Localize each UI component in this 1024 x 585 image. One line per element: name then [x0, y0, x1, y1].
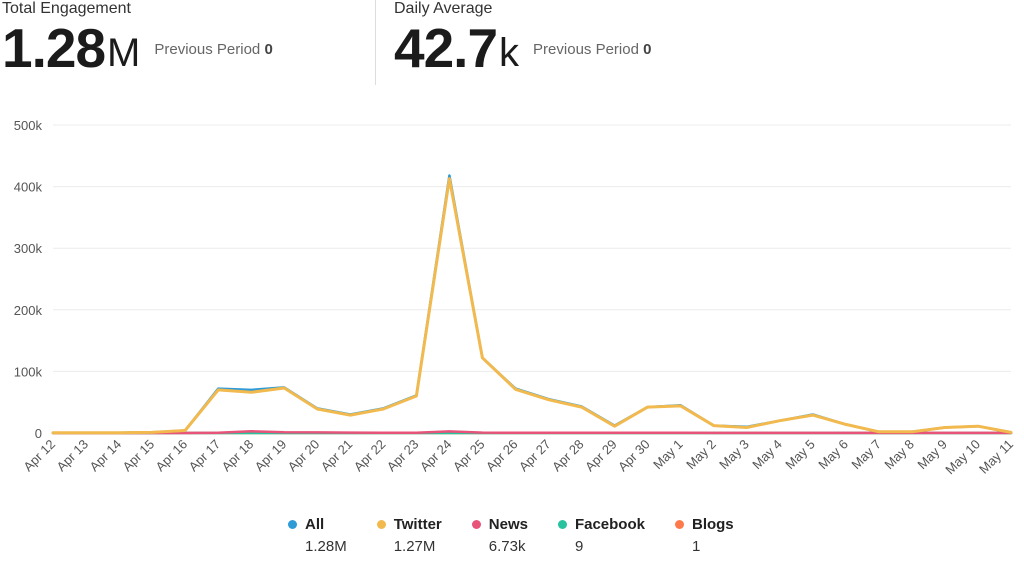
- x-tick-label: Apr 14: [86, 437, 124, 475]
- x-tick-label: May 11: [976, 437, 1016, 477]
- kpi-label: Daily Average: [394, 0, 493, 17]
- kpi-value: 1.28: [2, 17, 106, 79]
- legend-series-name: Blogs: [691, 516, 734, 533]
- kpi-divider: [375, 0, 376, 85]
- legend-item-facebook[interactable]: Facebook 9: [557, 516, 645, 555]
- legend-item-blogs[interactable]: Blogs 1: [674, 516, 734, 555]
- y-tick-label: 100k: [14, 364, 43, 379]
- x-tick-label: May 10: [942, 437, 983, 478]
- x-tick-label: Apr 27: [516, 437, 554, 475]
- y-tick-label: 500k: [14, 118, 43, 133]
- x-tick-label: May 1: [650, 437, 686, 473]
- legend-series-total: 1.27M: [393, 538, 436, 555]
- x-tick-label: Apr 19: [252, 437, 290, 475]
- previous-period-label: Previous Period: [154, 41, 261, 58]
- legend-dot-icon: [557, 520, 567, 529]
- x-tick-label: Apr 17: [186, 437, 224, 475]
- legend-series-name: Facebook: [574, 516, 645, 533]
- y-tick-label: 200k: [14, 303, 43, 318]
- x-tick-label: Apr 18: [219, 437, 257, 475]
- previous-period-value: 0: [264, 41, 273, 58]
- kpi-unit: M: [107, 31, 141, 75]
- y-tick-label: 0: [35, 426, 42, 441]
- kpi-unit: k: [499, 31, 520, 75]
- kpi-label: Total Engagement: [2, 0, 131, 17]
- legend-series-name: All: [305, 516, 325, 533]
- legend-dot-icon: [376, 520, 386, 529]
- x-tick-label: Apr 16: [153, 437, 191, 475]
- x-tick-label: Apr 12: [20, 437, 58, 475]
- legend-series-total: 1.28M: [305, 538, 347, 555]
- x-tick-label: May 8: [881, 437, 917, 473]
- previous-period-label: Previous Period: [533, 41, 639, 58]
- legend-dot-icon: [471, 520, 481, 529]
- legend-dot-icon: [288, 520, 297, 529]
- x-tick-label: Apr 20: [285, 437, 323, 475]
- kpi-daily-average: Daily Average 42.7 k Previous Period 0: [394, 0, 651, 76]
- legend-item-news[interactable]: News 6.73k: [471, 516, 528, 555]
- legend-item-twitter[interactable]: Twitter 1.27M: [376, 516, 442, 555]
- y-tick-label: 300k: [14, 241, 43, 256]
- x-tick-label: May 7: [848, 437, 884, 473]
- chart-legend: All 1.28M Twitter 1.27M News 6.73k Facebook 9 Bl…: [288, 516, 764, 555]
- x-tick-label: May 6: [815, 437, 851, 473]
- legend-series-total: 1: [691, 538, 701, 555]
- x-tick-label: May 3: [716, 437, 752, 473]
- x-tick-label: Apr 28: [549, 437, 587, 475]
- x-tick-label: Apr 13: [53, 437, 91, 475]
- kpi-value: 42.7: [394, 17, 498, 79]
- previous-period-value: 0: [643, 41, 652, 58]
- kpi-previous-period: Previous Period 0: [154, 41, 272, 58]
- x-tick-label: Apr 29: [582, 437, 620, 475]
- legend-series-name: Twitter: [393, 516, 442, 533]
- x-tick-label: Apr 15: [120, 437, 158, 475]
- x-tick-label: May 5: [782, 437, 818, 473]
- x-tick-label: Apr 26: [483, 437, 521, 475]
- x-tick-label: Apr 30: [615, 437, 653, 475]
- legend-series-total: 6.73k: [488, 538, 526, 555]
- x-tick-label: May 4: [749, 437, 785, 473]
- legend-item-all[interactable]: All 1.28M: [288, 516, 347, 555]
- x-tick-label: Apr 25: [450, 437, 488, 475]
- x-tick-label: Apr 24: [417, 437, 455, 475]
- series-line-news: [51, 430, 1013, 435]
- x-tick-label: Apr 23: [384, 437, 422, 475]
- y-tick-label: 400k: [14, 180, 43, 195]
- legend-series-total: 9: [574, 538, 584, 555]
- legend-dot-icon: [674, 520, 684, 529]
- x-tick-label: May 2: [683, 437, 719, 473]
- kpi-total-engagement: Total Engagement 1.28 M Previous Period …: [2, 0, 273, 76]
- series-line-twitter: [51, 177, 1013, 435]
- x-tick-label: Apr 22: [351, 437, 389, 475]
- x-tick-label: Apr 21: [318, 437, 356, 475]
- kpi-previous-period: Previous Period 0: [533, 41, 651, 58]
- legend-series-name: News: [488, 516, 528, 533]
